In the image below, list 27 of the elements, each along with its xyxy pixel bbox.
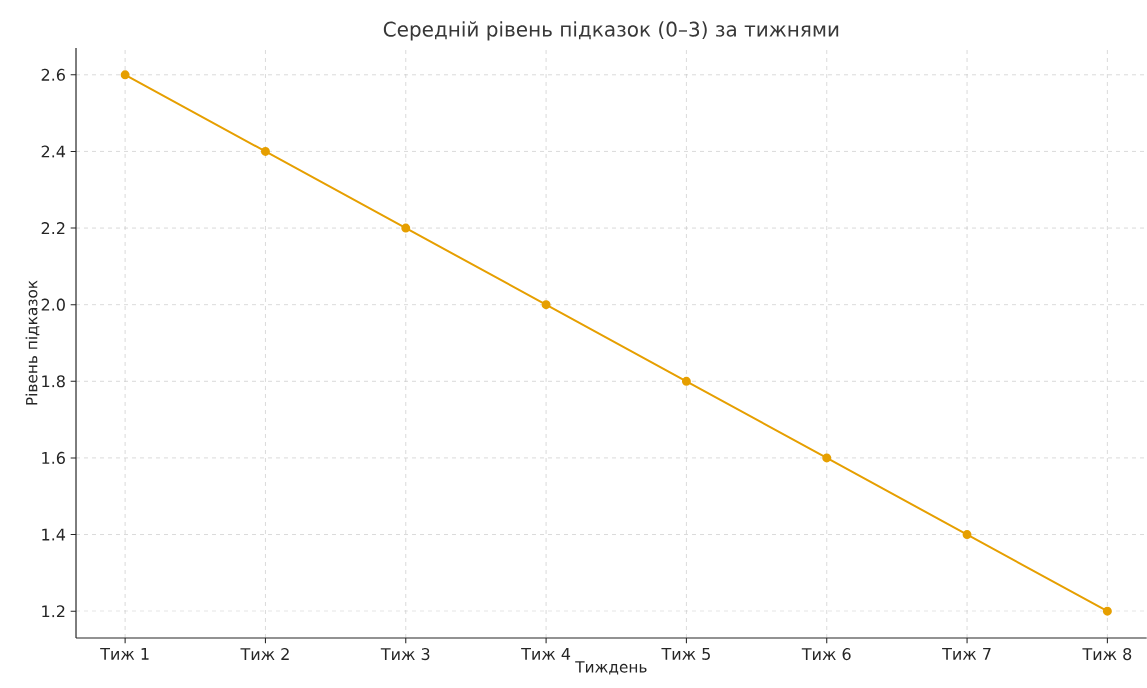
point (1102, 606, 1112, 616)
x-tick-label: Тиж 4 (521, 648, 571, 660)
point (822, 453, 832, 463)
x-axis-title: Тиждень (575, 661, 647, 675)
y-tick-label: 1.4 (42, 528, 66, 541)
x-tick-label: Тиж 8 (1082, 648, 1132, 661)
point (962, 530, 972, 540)
y-tick-label: 1.6 (42, 451, 65, 464)
y-tick-label: 2.4 (41, 145, 66, 158)
x-tick-label: Тиж 2 (240, 648, 289, 660)
point (541, 300, 551, 310)
y-axis-title: Рівень підказок (25, 280, 40, 405)
y-tick-label: 2.6 (41, 68, 65, 81)
chart-title: Середній рівень підказок (0–3) за тижнями (383, 21, 839, 41)
point (401, 223, 411, 233)
y-tick-label: 2.0 (41, 298, 65, 311)
point (120, 70, 130, 80)
x-tick-label: Тиж 3 (380, 648, 430, 661)
x-tick-label: Тиж 6 (801, 648, 851, 661)
y-tick-label: 1.8 (42, 375, 65, 388)
x-tick-label: Тиж 7 (942, 648, 991, 660)
point (681, 376, 691, 386)
x-tick-label: Тиж 5 (661, 648, 710, 660)
y-tick-label: 1.2 (42, 605, 65, 618)
point (260, 146, 270, 156)
x-tick-label: Тиж 1 (100, 648, 149, 660)
y-tick-label: 2.2 (41, 222, 65, 234)
